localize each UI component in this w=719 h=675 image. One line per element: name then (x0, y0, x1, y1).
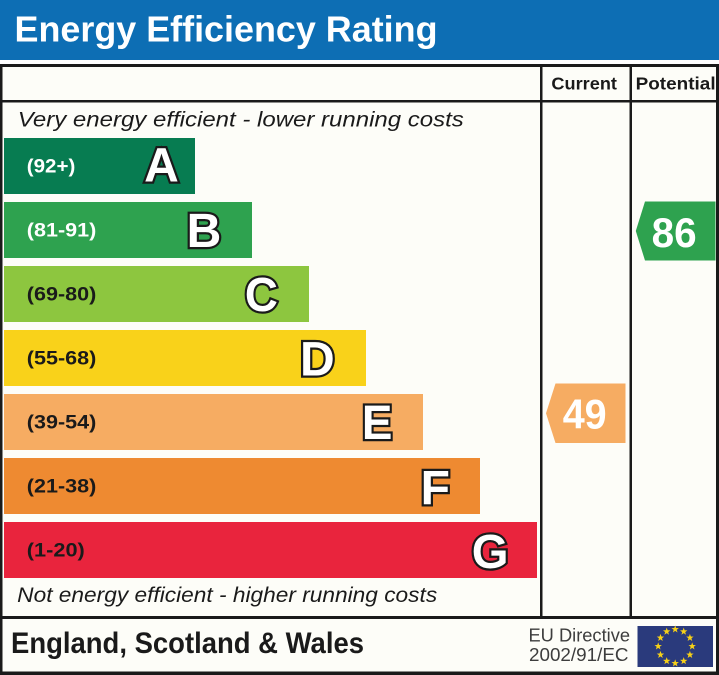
svg-text:(39-54): (39-54) (27, 411, 97, 433)
svg-text:Very energy efficient - lower: Very energy efficient - lower running co… (18, 109, 465, 132)
svg-text:G: G (472, 526, 509, 579)
svg-text:86: 86 (652, 209, 697, 256)
svg-text:(55-68): (55-68) (27, 347, 97, 369)
svg-text:D: D (300, 334, 335, 387)
svg-text:Not energy efficient - higher: Not energy efficient - higher running co… (17, 584, 438, 607)
svg-text:(21-38): (21-38) (27, 475, 97, 497)
svg-text:EU Directive: EU Directive (529, 626, 631, 646)
svg-text:(92+): (92+) (27, 155, 76, 177)
svg-text:F: F (421, 462, 450, 515)
svg-text:A: A (144, 140, 179, 193)
svg-text:C: C (245, 269, 278, 322)
svg-text:2002/91/EC: 2002/91/EC (529, 645, 629, 665)
svg-text:E: E (362, 397, 393, 450)
svg-text:(1-20): (1-20) (27, 539, 85, 561)
svg-text:Current: Current (551, 73, 617, 93)
svg-text:Potential: Potential (636, 73, 716, 93)
svg-text:Energy Efficiency Rating: Energy Efficiency Rating (15, 8, 438, 49)
svg-text:(81-91): (81-91) (27, 219, 97, 241)
svg-text:(69-80): (69-80) (27, 283, 97, 305)
svg-text:England, Scotland & Wales: England, Scotland & Wales (11, 627, 364, 660)
svg-text:B: B (187, 205, 222, 258)
svg-text:49: 49 (563, 391, 607, 438)
